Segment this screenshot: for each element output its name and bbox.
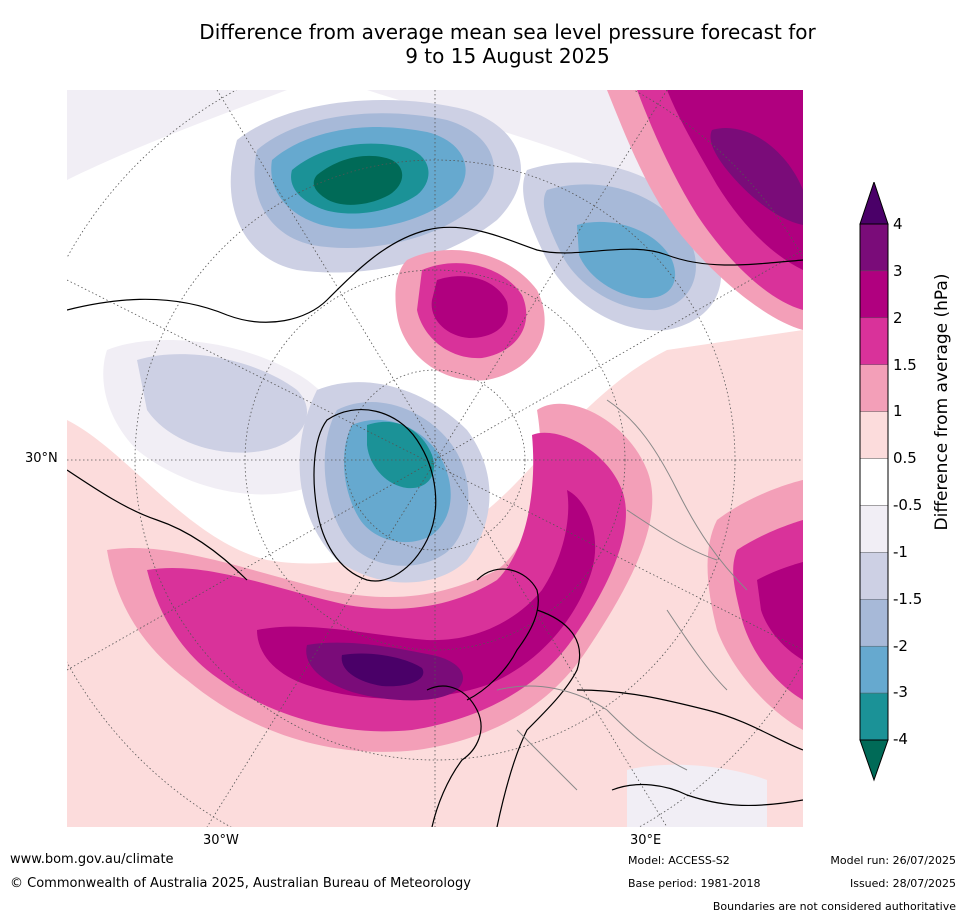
footer-model: Model: ACCESS-S2	[628, 854, 730, 867]
footer-url[interactable]: www.bom.gov.au/climate	[10, 852, 174, 867]
colorbar-band	[859, 458, 889, 506]
colorbar-tick-neg-1-5: -1.5	[893, 590, 923, 608]
colorbar-band	[859, 692, 889, 741]
lon-label-30w: 30°W	[203, 833, 239, 848]
title-line-1: Difference from average mean sea level p…	[199, 20, 816, 44]
colorbar-tick-0-5: 0.5	[893, 449, 917, 467]
colorbar-extend-max	[859, 182, 889, 225]
lat-label-30n: 30°N	[25, 451, 58, 466]
colorbar-tick-3: 3	[893, 262, 903, 280]
colorbar-tick-4: 4	[893, 215, 903, 233]
map-title: Difference from average mean sea level p…	[0, 20, 965, 68]
pressure-anomaly-map	[67, 90, 803, 827]
title-line-2: 9 to 15 August 2025	[405, 44, 610, 68]
colorbar-title: Difference from average (hPa)	[932, 273, 952, 531]
footer-base-period: Base period: 1981-2018	[628, 877, 761, 890]
lon-label-30e: 30°E	[630, 833, 662, 848]
footer-model-run: Model run: 26/07/2025	[830, 854, 956, 867]
colorbar-band	[859, 552, 889, 600]
colorbar-tick-1-5: 1.5	[893, 356, 917, 374]
colorbar-band	[859, 505, 889, 553]
colorbar-band	[859, 599, 889, 647]
colorbar-tick-2: 2	[893, 309, 903, 327]
colorbar-frame	[859, 223, 889, 741]
footer-copyright: © Commonwealth of Australia 2025, Austra…	[10, 876, 471, 891]
colorbar-tick-neg-3: -3	[893, 683, 908, 701]
colorbar-band	[859, 645, 889, 694]
colorbar-band	[859, 364, 889, 412]
colorbar-extend-min	[859, 739, 889, 782]
colorbar	[859, 182, 889, 782]
colorbar-band	[859, 223, 889, 272]
colorbar-band	[859, 317, 889, 365]
colorbar-tick-neg-2: -2	[893, 637, 908, 655]
colorbar-tick-1: 1	[893, 402, 903, 420]
colorbar-band	[859, 270, 889, 319]
footer-disclaimer: Boundaries are not considered authoritat…	[712, 900, 956, 913]
colorbar-tick-neg-1: -1	[893, 543, 908, 561]
colorbar-band	[859, 411, 889, 459]
colorbar-tick-neg-4: -4	[893, 730, 908, 748]
footer-issued: Issued: 28/07/2025	[849, 877, 956, 890]
colorbar-tick-neg-0-5: -0.5	[893, 496, 923, 514]
